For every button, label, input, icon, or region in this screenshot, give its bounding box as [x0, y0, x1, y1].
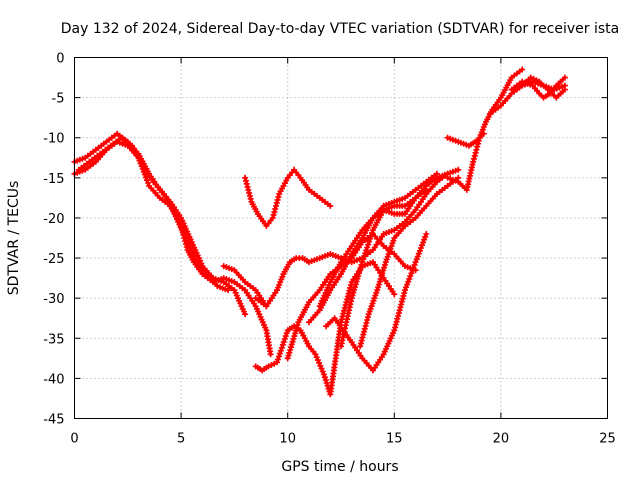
x-tick-label: 10: [279, 432, 296, 447]
y-tick-label: -25: [43, 252, 64, 267]
y-tick-label: -30: [43, 292, 64, 307]
series-sat-a: [71, 138, 274, 358]
y-tick-label: -15: [43, 172, 64, 187]
y-tick-label: -45: [43, 413, 64, 428]
series-markers: [357, 174, 462, 350]
y-tick-label: -35: [43, 332, 64, 347]
y-tick-label: -20: [43, 212, 64, 227]
series-sat-d: [220, 263, 270, 310]
series-markers: [519, 74, 568, 101]
y-tick-label: 0: [56, 52, 64, 67]
ticks: 0 5 10 15 20 25 0 -5 -10 -15 -20 -25 -30 -35 -40 -45: [43, 52, 616, 447]
series-markers: [75, 134, 231, 294]
series-markers: [323, 231, 430, 374]
series-sat-h: [284, 231, 419, 362]
series-line: [72, 140, 273, 356]
plot-frame: [74, 57, 608, 419]
grid: [74, 57, 608, 419]
x-tick-label: 20: [493, 432, 510, 447]
series-layer: [71, 66, 568, 398]
series-sat-m: [357, 174, 462, 350]
series-sat-o: [444, 66, 526, 193]
x-axis-title: GPS time / hours: [281, 459, 398, 475]
y-tick-label: -10: [43, 132, 64, 147]
chart-title: Day 132 of 2024, Sidereal Day-to-day VTE…: [61, 21, 619, 37]
x-tick-label: 5: [177, 432, 185, 447]
x-tick-label: 0: [70, 432, 78, 447]
series-sat-r: [519, 74, 568, 101]
series-markers: [71, 138, 274, 358]
series-line: [324, 232, 428, 372]
x-tick-label: 25: [599, 432, 616, 447]
series-markers: [444, 66, 526, 193]
y-axis-title: SDTVAR / TECUs: [6, 181, 22, 296]
y-tick-label: -40: [43, 372, 64, 387]
series-markers: [242, 166, 334, 229]
series-sat-c: [75, 134, 231, 294]
series-markers: [220, 263, 270, 310]
series-sat-k: [323, 231, 430, 374]
y-tick-label: -5: [52, 92, 65, 107]
series-sat-l: [338, 186, 430, 350]
series-markers: [338, 186, 430, 350]
series-markers: [306, 170, 440, 326]
series-line: [77, 136, 230, 292]
series-sat-e: [242, 166, 334, 229]
x-tick-label: 15: [386, 432, 403, 447]
